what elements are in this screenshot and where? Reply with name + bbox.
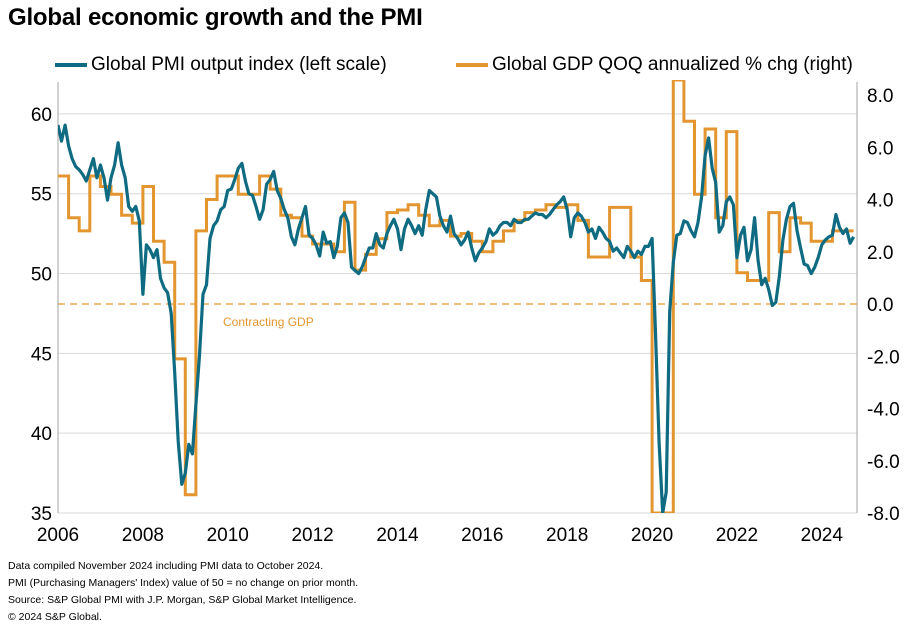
x-tick-label: 2008 xyxy=(122,525,164,546)
footnote-data-compiled: Data compiled November 2024 including PM… xyxy=(8,560,324,572)
x-tick-label: 2022 xyxy=(716,525,758,546)
y-right-tick-label: -2.0 xyxy=(867,347,900,368)
y-right-tick-label: 4.0 xyxy=(867,191,893,212)
legend-item-pmi: Global PMI output index (left scale) xyxy=(55,54,387,76)
pmi-series-line xyxy=(58,123,856,513)
contracting-gdp-label: Contracting GDP xyxy=(223,315,314,329)
footnote-pmi-definition: PMI (Purchasing Managers' Index) value o… xyxy=(8,577,359,589)
x-tick-label: 2020 xyxy=(631,525,673,546)
footnotes: Data compiled November 2024 including PM… xyxy=(8,558,358,626)
x-tick-label: 2018 xyxy=(546,525,588,546)
axes xyxy=(57,82,858,513)
y-right-tick-label: 6.0 xyxy=(867,138,893,159)
footnote-copyright: © 2024 S&P Global. xyxy=(8,611,102,623)
legend: Global PMI output index (left scale) Glo… xyxy=(0,54,921,80)
y-left-tick-label: 60 xyxy=(31,105,52,126)
legend-label-gdp: Global GDP QOQ annualized % chg (right) xyxy=(492,54,853,75)
y-left-tick-label: 55 xyxy=(31,185,52,206)
y-right-tick-label: 8.0 xyxy=(867,86,893,107)
zero-line-group: Contracting GDP xyxy=(58,303,857,329)
y-right-tick-label: -4.0 xyxy=(867,400,900,421)
y-right-tick-label: -6.0 xyxy=(867,452,900,473)
x-tick-label: 2012 xyxy=(291,525,333,546)
legend-item-gdp: Global GDP QOQ annualized % chg (right) xyxy=(456,54,853,76)
y-left-tick-label: 50 xyxy=(31,265,52,286)
x-tick-label: 2014 xyxy=(376,525,419,546)
y-left-tick-label: 35 xyxy=(31,504,52,525)
footnote-source: Source: S&P Global PMI with J.P. Morgan,… xyxy=(8,594,357,606)
y-right-tick-label: 2.0 xyxy=(867,243,893,264)
legend-swatch-pmi xyxy=(55,63,87,67)
x-tick-label: 2006 xyxy=(37,525,79,546)
legend-swatch-gdp xyxy=(456,63,488,67)
y-right-tick-label: -8.0 xyxy=(867,504,900,525)
x-tick-label: 2024 xyxy=(801,525,844,546)
y-left-tick-label: 40 xyxy=(31,424,52,445)
y-left-tick-label: 45 xyxy=(31,344,52,365)
gridlines xyxy=(58,113,857,514)
y-right-tick-label: 0.0 xyxy=(867,295,893,316)
x-tick-label: 2010 xyxy=(207,525,249,546)
series-pmi-group xyxy=(58,123,856,513)
chart-title: Global economic growth and the PMI xyxy=(8,4,423,31)
legend-label-pmi: Global PMI output index (left scale) xyxy=(91,54,387,75)
x-tick-label: 2016 xyxy=(461,525,503,546)
tick-labels: 35 40 45 50 55 60 -8.0 -6.0 -4.0 -2.0 0.0 2.0 4.0 6.0… xyxy=(31,86,900,546)
